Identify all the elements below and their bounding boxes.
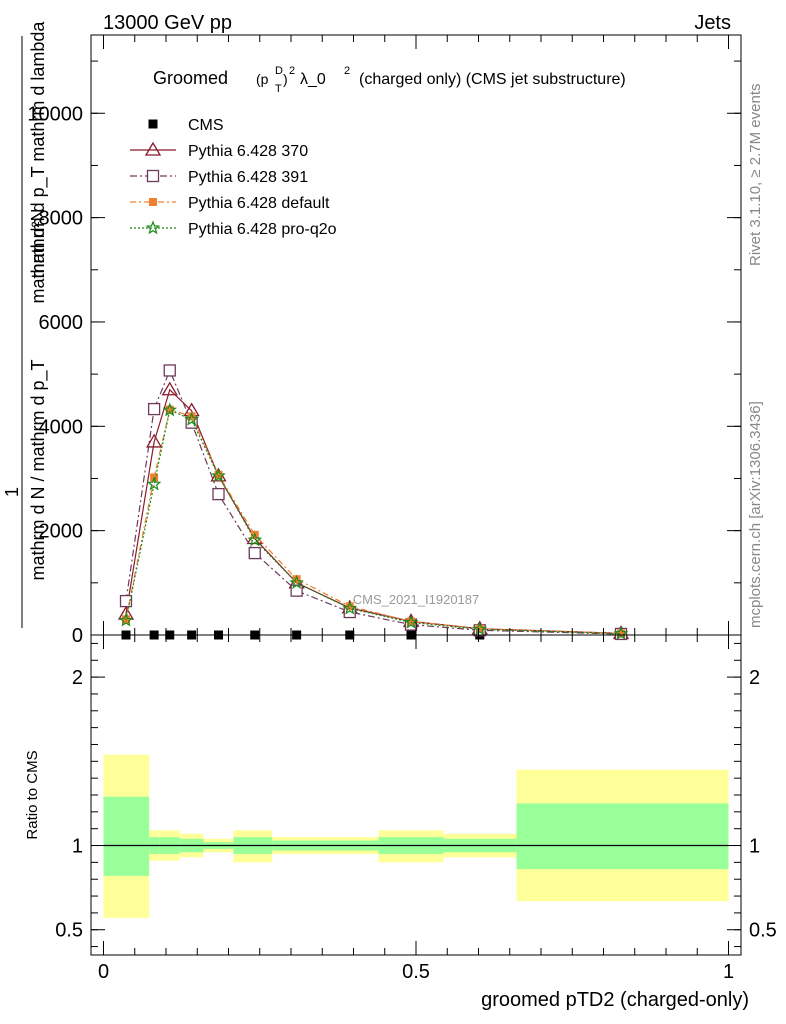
data-point xyxy=(184,411,199,426)
data-point xyxy=(161,381,178,396)
data-point xyxy=(407,617,415,626)
data-point xyxy=(119,594,133,608)
ratio-inner-band xyxy=(516,803,729,870)
ratio-y-tick-label: 0.5 xyxy=(55,920,83,942)
legend-entry: Pythia 6.428 default xyxy=(130,195,330,212)
legend-marker xyxy=(144,141,162,156)
plot-title: Groomed (p D T ) 2 λ_0 2 (charged only) … xyxy=(153,65,626,95)
title-rest: (charged only) (CMS jet substructure) xyxy=(359,71,626,88)
data-point xyxy=(212,487,225,501)
data-point xyxy=(165,405,174,414)
x-axis: 0 0.5 1 xyxy=(98,35,734,983)
data-point xyxy=(163,364,176,377)
data-point xyxy=(187,412,196,421)
data-point xyxy=(147,402,161,416)
y-tick-label: 8000 xyxy=(39,208,84,230)
y-tick-label: 6000 xyxy=(39,312,84,334)
y-tick-label: 2000 xyxy=(39,521,84,543)
ratio-y-tick-label: 1 xyxy=(72,836,83,858)
ylabel-top-b: mathrm d p_T mathrm d lambda xyxy=(28,21,49,279)
legend-label: Pythia 6.428 370 xyxy=(188,143,308,160)
svg-text:): ) xyxy=(283,71,288,87)
ratio-y-tick-label: 2 xyxy=(72,667,83,689)
ratio-plot-area xyxy=(103,754,729,918)
ylabel-top-a: mathrm d²N xyxy=(28,208,48,303)
legend-marker xyxy=(149,198,157,206)
legend-entry: Pythia 6.428 pro-q2o xyxy=(130,220,337,238)
data-point xyxy=(248,546,261,560)
legend: CMS Pythia 6.428 370 Pythia 6.428 391 Pythi… xyxy=(130,117,337,238)
ylabel-denominator: mathrm d N / mathrm d p_T xyxy=(28,359,49,580)
ratio-y-label: Ratio to CMS xyxy=(24,750,41,839)
title-prefix: Groomed xyxy=(153,68,228,88)
y-tick-label: 0 xyxy=(72,625,83,647)
watermark: CMS_2021_I1920187 xyxy=(353,592,480,607)
data-point xyxy=(472,621,488,636)
legend-label: Pythia 6.428 pro-q2o xyxy=(188,221,337,238)
ratio-y-tick-label-right: 2 xyxy=(749,667,760,689)
data-point xyxy=(289,575,304,590)
data-point xyxy=(617,629,625,638)
x-tick-label: 0.5 xyxy=(402,961,430,983)
data-point xyxy=(146,476,162,491)
legend-marker xyxy=(148,119,158,129)
data-point xyxy=(162,402,178,417)
legend-entry: CMS xyxy=(148,117,224,134)
series-4 xyxy=(118,402,629,640)
data-point xyxy=(403,614,419,629)
title-sub-t: T xyxy=(275,83,282,95)
data-point xyxy=(118,612,134,627)
title-sup-d: D xyxy=(275,65,283,77)
y-tick-label: 10000 xyxy=(27,103,83,125)
legend-label: Pythia 6.428 391 xyxy=(188,169,308,186)
header-right: Jets xyxy=(694,12,731,34)
legend-marker xyxy=(146,169,160,183)
x-axis-label: groomed pTD2 (charged-only) xyxy=(481,989,749,1011)
legend-entry: Pythia 6.428 370 xyxy=(130,141,308,160)
ratio-inner-band xyxy=(103,796,150,876)
title-lambda-exp: 2 xyxy=(344,65,350,77)
x-tick-label: 0 xyxy=(98,961,109,983)
legend-label: Pythia 6.428 default xyxy=(188,195,330,212)
svg-text:Groomed: Groomed xyxy=(153,68,228,88)
rivet-label: Rivet 3.1.10, ≥ 2.7M events xyxy=(747,84,764,267)
ratio-y-tick-label-right: 1 xyxy=(749,836,760,858)
legend-label: CMS xyxy=(188,117,224,134)
data-point xyxy=(247,532,263,547)
series-line xyxy=(125,409,622,635)
legend-marker xyxy=(145,220,161,235)
data-point xyxy=(145,433,163,448)
y-tick-label: 4000 xyxy=(39,416,84,438)
ratio-y-tick-label-right: 0.5 xyxy=(749,920,777,942)
header-left: 13000 GeV pp xyxy=(103,12,232,34)
data-point xyxy=(345,602,354,611)
data-point xyxy=(613,626,629,640)
svg-text:(p: (p xyxy=(256,71,269,87)
title-exp: 2 xyxy=(289,65,295,77)
ratio-y-axis: 0.5 0.5 1 1 2 2 xyxy=(55,642,777,948)
main-y-label: mathrm d²N mathrm d p_T mathrm d lambda … xyxy=(2,21,49,628)
mcplots-label: mcplots.cern.ch [arXiv:1306.3436] xyxy=(747,401,764,628)
title-lambda: λ_0 xyxy=(300,71,326,88)
data-point xyxy=(211,468,226,483)
data-point xyxy=(342,600,358,615)
data-point xyxy=(292,575,301,584)
x-tick-label: 1 xyxy=(723,961,734,983)
ylabel-numerator: 1 xyxy=(2,487,22,497)
legend-entry: Pythia 6.428 391 xyxy=(130,169,308,186)
